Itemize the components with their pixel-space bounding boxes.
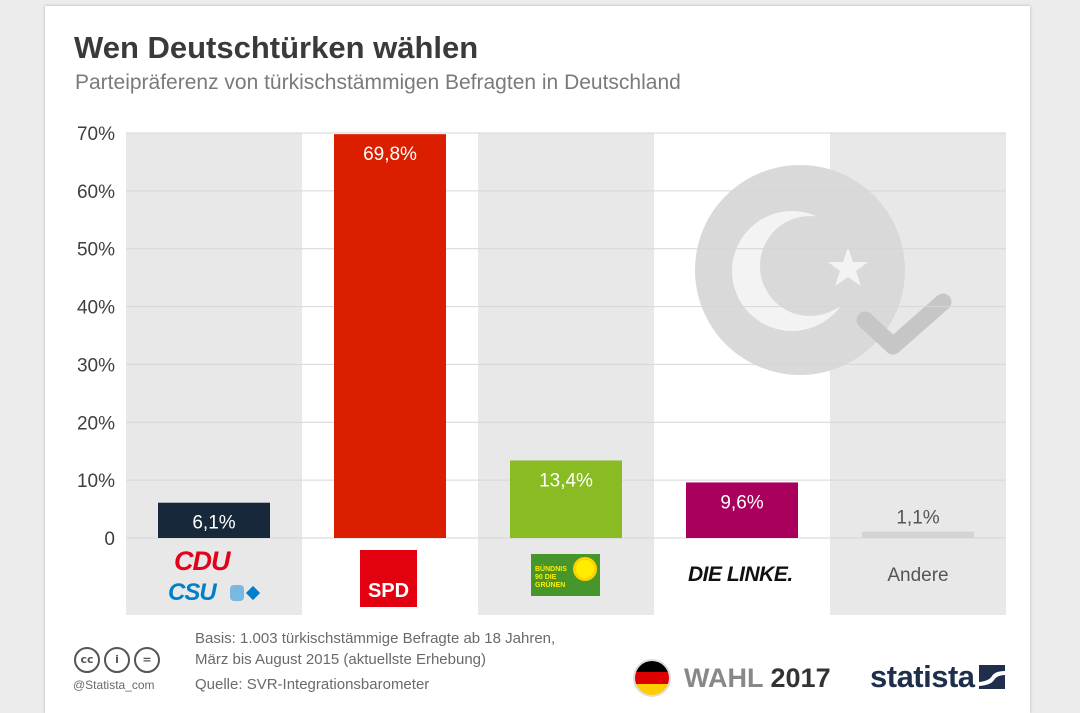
linke-logo: DIE LINKE. (688, 563, 798, 593)
andere-label: Andere (887, 565, 949, 586)
y-tick-label: 70% (77, 124, 115, 145)
column-stripe (478, 133, 654, 615)
spd-logo: SPD (360, 550, 417, 607)
y-tick-label: 30% (77, 355, 115, 376)
csu-lion-icon (230, 585, 244, 601)
chart-title: Wen Deutschtürken wählen (74, 30, 479, 65)
wahl-year: 2017 (770, 663, 831, 693)
basis-line-2: März bis August 2015 (aktuellste Erhebun… (195, 651, 486, 668)
bar (862, 531, 974, 538)
gruene-logo: BÜNDNIS 90 DIE GRÜNEN (531, 554, 600, 596)
y-tick-label: 10% (77, 471, 115, 492)
bar (334, 134, 446, 538)
spd-logo-text: SPD (367, 580, 410, 602)
gruene-logo-text: BÜNDNIS 90 DIE GRÜNEN (535, 566, 567, 589)
wahl-2017-label: WAHL 2017 (684, 663, 831, 694)
y-tick-label: 40% (77, 298, 115, 319)
source-note: Quelle: SVR-Integrationsbarometer (195, 676, 430, 693)
value-label: 9,6% (720, 492, 763, 513)
y-tick-label: 60% (77, 182, 115, 203)
sunflower-icon (576, 560, 594, 578)
cdu-logo-text: CDU (174, 546, 230, 576)
bar (510, 460, 622, 538)
linke-logo-text: DIE LINKE. (688, 563, 793, 586)
csu-logo-text: CSU (168, 579, 217, 606)
value-label: 6,1% (192, 513, 235, 534)
value-label: 13,4% (539, 470, 593, 491)
value-label: 69,8% (363, 144, 417, 165)
turkey-vote-watermark-icon (695, 165, 952, 375)
statista-handle: @Statista_com (73, 678, 155, 692)
y-tick-label: 20% (77, 413, 115, 434)
statista-mark-icon (979, 665, 1005, 689)
cc-icon: cc (74, 647, 100, 673)
bar (686, 482, 798, 538)
license-icons: cc i = (74, 647, 164, 673)
y-tick-label: 0 (104, 529, 115, 550)
bar (158, 502, 270, 538)
wahl-word: WAHL (684, 663, 763, 693)
cdu-csu-logo: CDU CSU (160, 546, 265, 610)
basis-line-1: Basis: 1.003 türkischstämmige Befragte a… (195, 630, 556, 647)
statista-logo[interactable]: statista (870, 659, 975, 694)
equals-icon: = (134, 647, 160, 673)
germany-flag-icon (635, 661, 669, 695)
column-stripe (126, 133, 302, 615)
y-tick-label: 50% (77, 240, 115, 261)
person-icon: i (104, 647, 130, 673)
chart-subtitle: Parteipräferenz von türkischstämmigen Be… (75, 71, 681, 94)
csu-diamond-icon (245, 585, 261, 601)
value-label: 1,1% (896, 508, 939, 529)
